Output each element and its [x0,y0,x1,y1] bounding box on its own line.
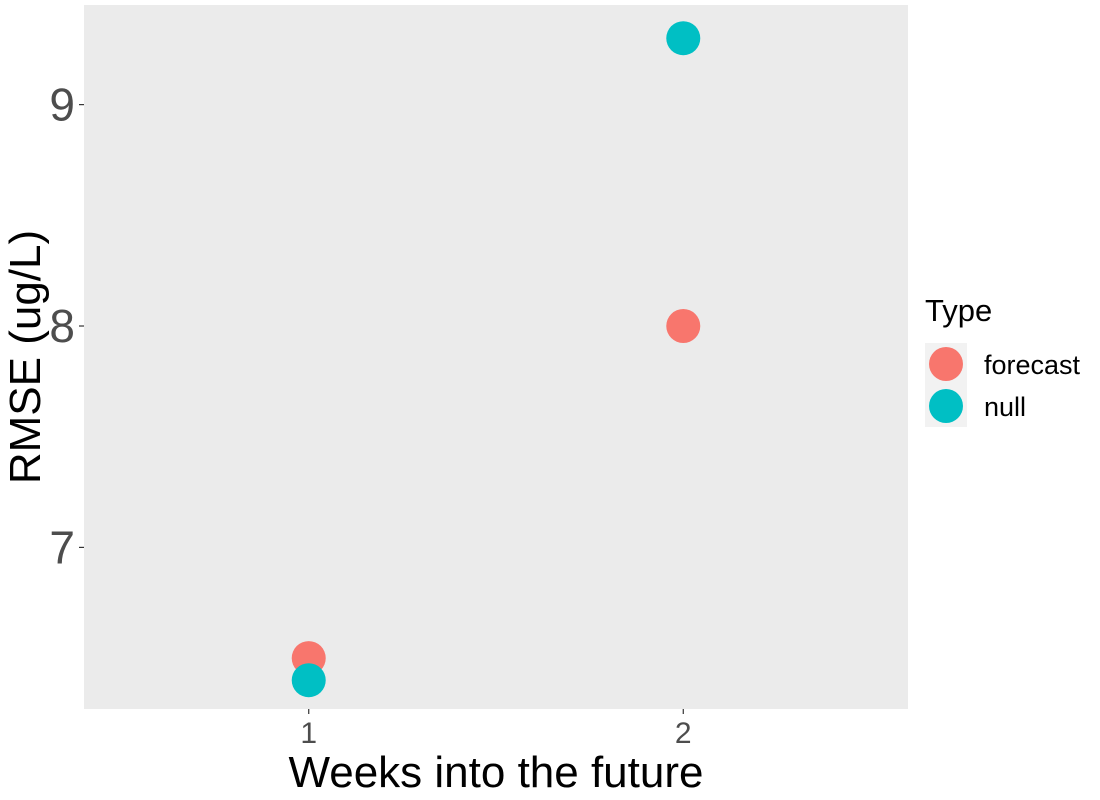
legend-title: Type [925,293,992,328]
legend-swatch-null [929,389,963,423]
data-point-null [666,21,701,56]
x-tick-label: 1 [300,717,317,750]
y-tick-label: 9 [49,79,75,131]
data-points [291,21,701,698]
y-tick-label: 7 [49,521,75,573]
x-axis-title: Weeks into the future [289,748,704,797]
data-point-null [291,663,326,698]
x-tick-label: 2 [675,717,692,750]
legend: Type forecast null [925,293,1081,427]
y-axis-title: RMSE (ug/L) [1,230,50,484]
legend-swatch-forecast [929,347,963,381]
legend-label-null: null [984,392,1026,422]
y-axis: 7 8 9 [49,79,84,573]
y-tick-label: 8 [49,300,75,352]
plot-panel [84,5,908,709]
data-point-forecast [666,309,701,344]
legend-label-forecast: forecast [984,350,1081,380]
